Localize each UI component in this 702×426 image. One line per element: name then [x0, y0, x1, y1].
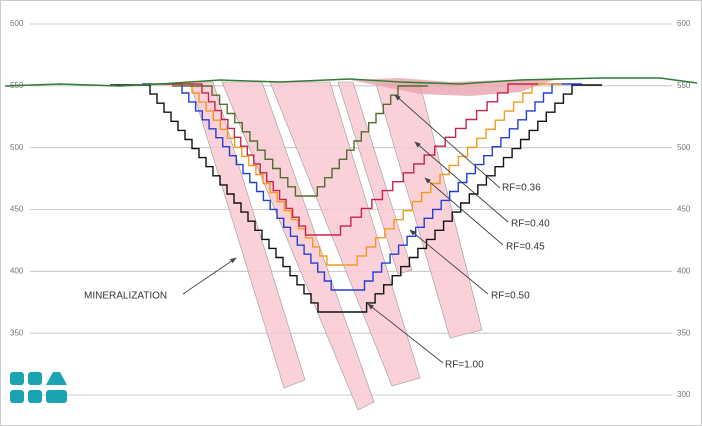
pit-shell	[142, 83, 582, 291]
right-tick-label: 300	[677, 390, 691, 399]
left-tick-label: 400	[10, 266, 24, 275]
pit-shell	[110, 84, 602, 313]
label-rf040: RF=0.40	[511, 219, 550, 230]
pit-shell	[152, 83, 562, 266]
right-tick-label: 500	[677, 143, 691, 152]
pit-shell	[162, 83, 538, 236]
pit-shell	[172, 85, 428, 197]
left-tick-label: 450	[10, 205, 24, 214]
logo	[10, 372, 67, 403]
label-rf050: RF=0.50	[491, 291, 530, 302]
label-rf036: RF=0.36	[502, 183, 541, 194]
left-tick-label: 350	[10, 328, 24, 337]
left-tick-label: 500	[10, 143, 24, 152]
right-tick-label: 350	[677, 328, 691, 337]
label-rf045: RF=0.45	[506, 242, 545, 253]
label-mineralization: MINERALIZATION	[84, 291, 167, 302]
arrows	[182, 94, 509, 364]
right-tick-label: 400	[677, 266, 691, 275]
right-tick-label: 550	[677, 81, 691, 90]
left-tick-label: 600	[10, 19, 24, 28]
right-tick-label: 450	[677, 205, 691, 214]
label-rf100: RF=1.00	[445, 360, 484, 371]
topography	[4, 77, 698, 87]
right-tick-label: 600	[677, 19, 691, 28]
